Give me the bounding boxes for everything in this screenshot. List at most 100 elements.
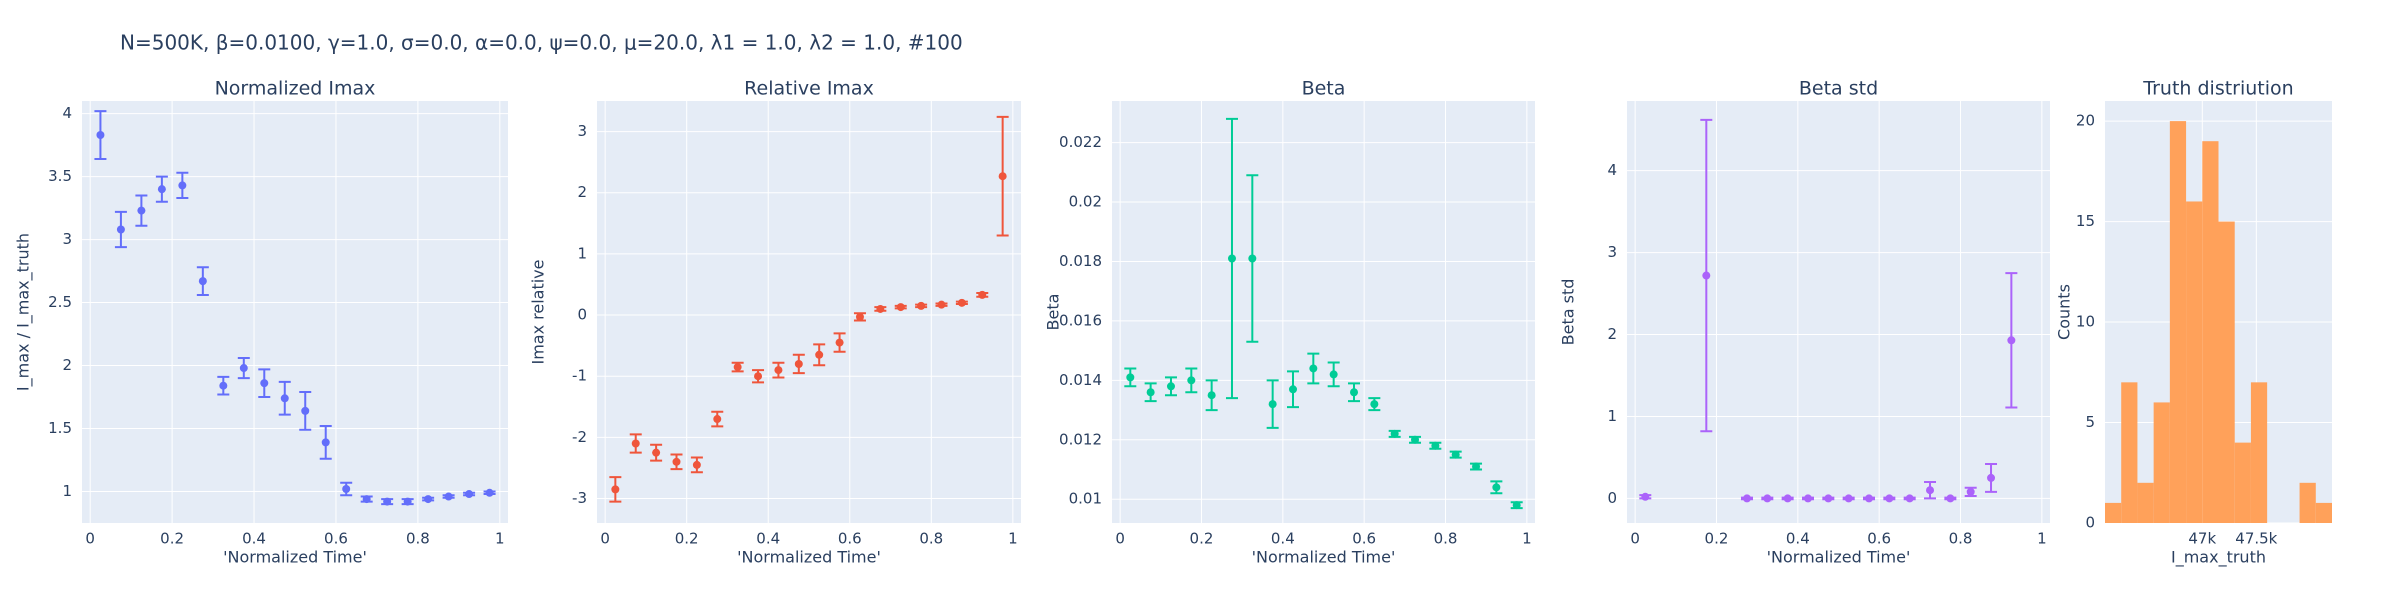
y-axis-title: Counts [2055, 284, 2074, 340]
x-tick-label: 47k [2188, 530, 2216, 548]
data-point [342, 484, 351, 493]
data-point [611, 485, 620, 494]
data-point [1329, 370, 1338, 379]
y-tick-label: 0.01 [1069, 490, 1102, 508]
y-tick-label: 2 [62, 356, 72, 374]
data-point [937, 300, 946, 309]
y-axis-title: Beta [1044, 294, 1063, 331]
x-tick-label: 1 [2037, 530, 2047, 548]
data-point [1227, 254, 1236, 263]
data-point [96, 131, 105, 140]
data-point [219, 381, 228, 390]
y-tick-label: 2 [577, 183, 587, 201]
data-point [1905, 494, 1914, 503]
x-tick-label: 0.6 [1352, 530, 1376, 548]
data-point [1207, 391, 1216, 400]
data-point [1288, 385, 1297, 394]
data-point [1865, 494, 1874, 503]
y-tick-label: 3.5 [48, 167, 72, 185]
data-point [652, 448, 661, 457]
data-point [754, 372, 763, 381]
data-point [1803, 494, 1812, 503]
x-tick-label: 47.5k [2235, 530, 2277, 548]
data-point [1966, 487, 1975, 496]
y-tick-label: -1 [572, 367, 587, 385]
x-tick-label: 0.8 [1434, 530, 1458, 548]
x-tick-label: 0.6 [838, 530, 862, 548]
y-axis-title: Imax relative [529, 259, 548, 364]
data-point [917, 301, 926, 310]
y-tick-label: 1 [62, 482, 72, 500]
x-tick-label: 0.8 [1949, 530, 1973, 548]
data-point [280, 394, 289, 403]
data-point [1885, 494, 1894, 503]
data-point [137, 206, 146, 215]
x-tick-label: 1 [1522, 530, 1532, 548]
data-point [998, 172, 1007, 181]
y-axis-title: I_max / I_max_truth [14, 233, 34, 391]
data-point [1126, 373, 1135, 382]
data-point [1248, 254, 1257, 263]
data-point [672, 457, 681, 466]
data-point [1512, 501, 1521, 510]
x-tick-label: 0.8 [919, 530, 943, 548]
y-tick-label: 2 [1607, 325, 1617, 343]
data-point [157, 185, 166, 194]
data-point [1844, 494, 1853, 503]
x-axis-title: 'Normalized Time' [1767, 548, 1911, 567]
x-tick-label: 1 [495, 530, 505, 548]
y-tick-label: 3 [577, 122, 587, 140]
data-point [485, 488, 494, 497]
plot-title: Normalized Imax [215, 78, 376, 100]
figure-title: N=500K, β=0.0100, γ=1.0, σ=0.0, α=0.0, ψ… [120, 31, 963, 55]
data-point [1702, 271, 1711, 280]
data-point [444, 492, 453, 501]
x-tick-label: 0 [600, 530, 610, 548]
data-point [1309, 364, 1318, 373]
y-tick-label: 20 [2076, 112, 2095, 130]
x-tick-label: 0 [1630, 530, 1640, 548]
data-point [1763, 494, 1772, 503]
y-tick-label: 1.5 [48, 419, 72, 437]
bar [2202, 141, 2219, 523]
y-tick-label: 0 [2085, 514, 2095, 532]
x-tick-label: 0.2 [1705, 530, 1729, 548]
data-point [713, 415, 722, 424]
y-tick-label: 0 [1607, 489, 1617, 507]
data-point [733, 363, 742, 372]
data-point [1370, 400, 1379, 409]
bar [2105, 502, 2122, 523]
x-tick-label: 0.2 [1190, 530, 1214, 548]
x-tick-label: 0.4 [1271, 530, 1295, 548]
y-tick-label: 4 [62, 104, 72, 122]
plot-title: Beta [1302, 78, 1346, 100]
data-point [1641, 492, 1650, 501]
data-point [1350, 388, 1359, 397]
bar [2218, 221, 2235, 524]
x-tick-label: 0.2 [675, 530, 699, 548]
y-tick-label: 1 [577, 244, 587, 262]
y-tick-label: -2 [572, 428, 587, 446]
bar [2299, 482, 2316, 523]
data-point [1742, 494, 1751, 503]
data-point [2007, 336, 2016, 345]
data-point [1166, 382, 1175, 391]
x-tick-label: 0 [1115, 530, 1125, 548]
data-point [794, 359, 803, 368]
data-point [1783, 494, 1792, 503]
y-tick-label: 0.016 [1059, 311, 1102, 329]
bar [2315, 502, 2332, 523]
data-point [1411, 435, 1420, 444]
y-tick-label: 2.5 [48, 293, 72, 311]
x-tick-label: 0.4 [242, 530, 266, 548]
data-point [835, 338, 844, 347]
data-point [957, 298, 966, 307]
bar [2169, 121, 2187, 523]
data-point [1824, 494, 1833, 503]
x-tick-label: 0.2 [160, 530, 184, 548]
y-tick-label: 0 [577, 306, 587, 324]
y-tick-label: 3 [62, 230, 72, 248]
bar [2137, 482, 2154, 523]
x-axis-title: 'Normalized Time' [737, 548, 881, 567]
